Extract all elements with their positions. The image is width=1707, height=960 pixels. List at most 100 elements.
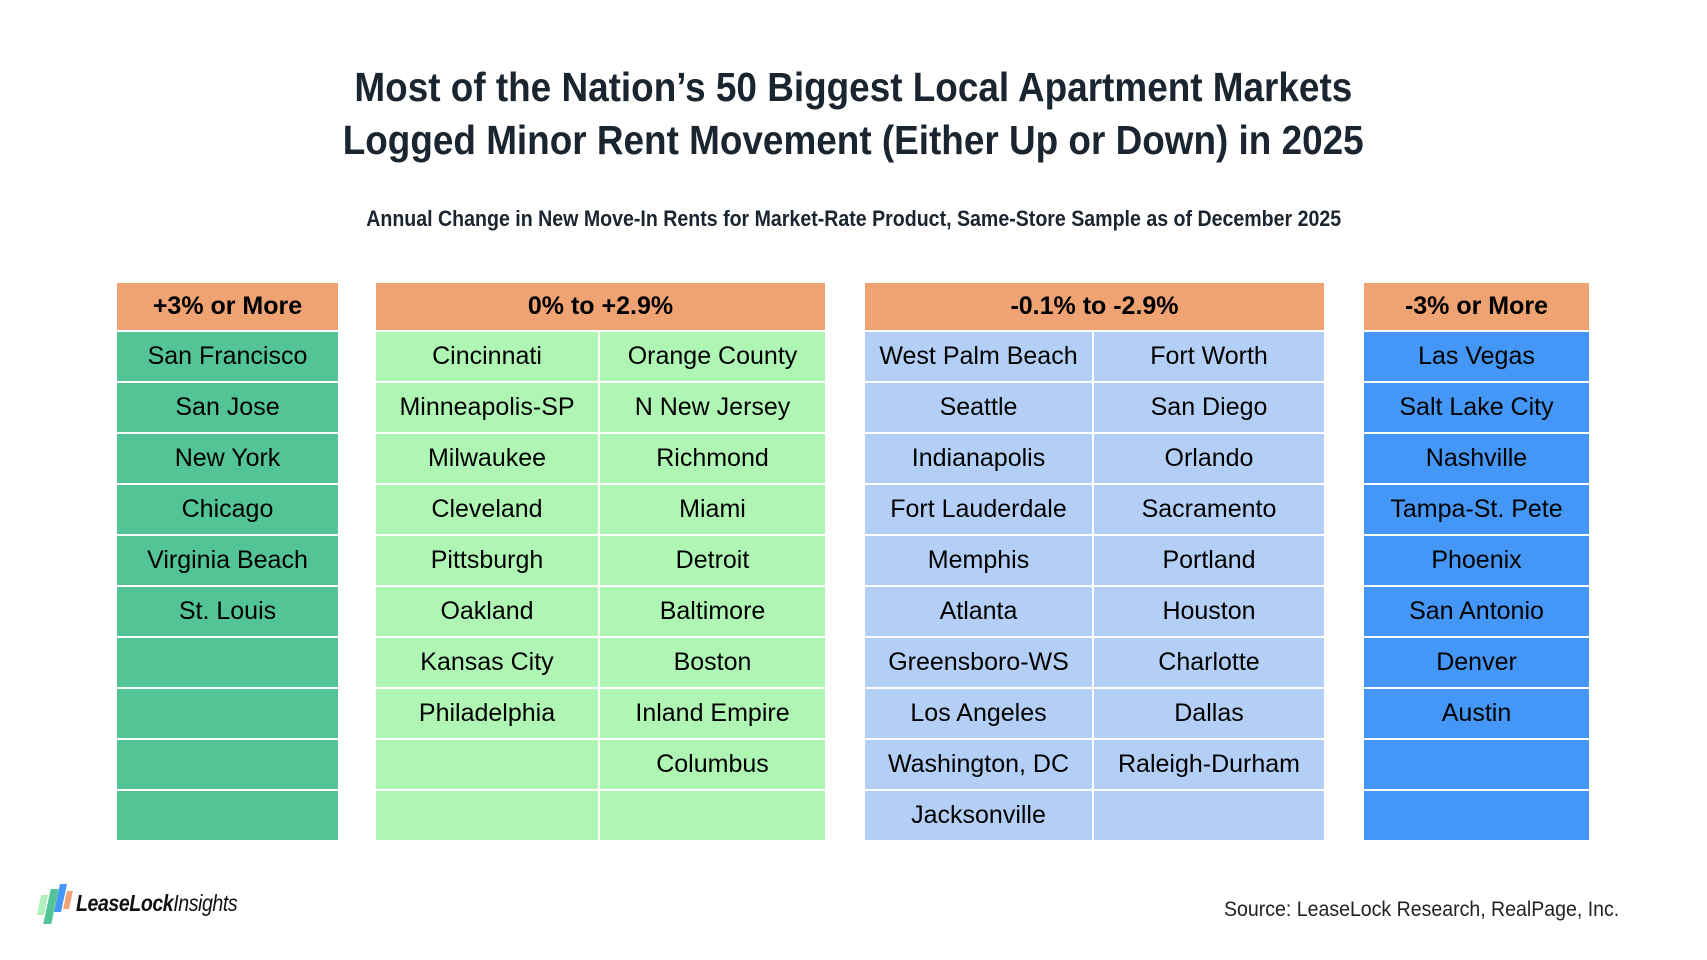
market-cell: Philadelphia [376,689,598,738]
table-row: Memphis Portland [865,534,1324,585]
table-row: Nashville [1364,432,1589,483]
market-cell: Orange County [598,332,825,381]
group-plus3-or-more: +3% or More San Francisco San Jose New Yor… [117,283,338,840]
table-row: Oakland Baltimore [376,585,825,636]
table-row: Cleveland Miami [376,483,825,534]
market-cell: Baltimore [598,587,825,636]
market-cell: Austin [1364,689,1589,738]
market-cell: Washington, DC [865,740,1092,789]
market-cell: Phoenix [1364,536,1589,585]
table-row [1364,789,1589,840]
market-cell: Greensboro-WS [865,638,1092,687]
market-cell [117,638,338,687]
market-cell: Los Angeles [865,689,1092,738]
market-cell: Oakland [376,587,598,636]
market-cell: Dallas [1092,689,1324,738]
market-cell: Orlando [1092,434,1324,483]
market-cell: Tampa-St. Pete [1364,485,1589,534]
market-cell: Salt Lake City [1364,383,1589,432]
market-cell: Seattle [865,383,1092,432]
market-cell: Las Vegas [1364,332,1589,381]
market-cell: Fort Lauderdale [865,485,1092,534]
market-cell: Milwaukee [376,434,598,483]
table-row: San Francisco [117,332,338,381]
market-cell: Minneapolis-SP [376,383,598,432]
group-minus0-1-to-minus2-9: -0.1% to -2.9% West Palm Beach Fort Worth… [865,283,1324,840]
market-cell: Charlotte [1092,638,1324,687]
table-row: St. Louis [117,585,338,636]
market-cell: N New Jersey [598,383,825,432]
table-row: Indianapolis Orlando [865,432,1324,483]
table-row: Cincinnati Orange County [376,332,825,381]
table-row: San Jose [117,381,338,432]
group-minus3-or-more: -3% or More Las Vegas Salt Lake City Nashv… [1364,283,1589,840]
group-rows: Las Vegas Salt Lake City Nashville Tampa-St… [1364,332,1589,840]
market-cell: New York [117,434,338,483]
subtitle-wrap: Annual Change in New Move-In Rents for M… [0,208,1707,231]
table-row: Pittsburgh Detroit [376,534,825,585]
table-row: Austin [1364,687,1589,738]
table-row: Phoenix [1364,534,1589,585]
table-row: Seattle San Diego [865,381,1324,432]
market-cell [1092,791,1324,840]
table-row: Philadelphia Inland Empire [376,687,825,738]
source-note: Source: LeaseLock Research, RealPage, In… [1224,898,1620,921]
market-cell: San Antonio [1364,587,1589,636]
group-rows: Cincinnati Orange County Minneapolis-SP N N… [376,332,825,840]
group-header: -0.1% to -2.9% [865,283,1324,332]
page-title-line-2: Logged Minor Rent Movement (Either Up or… [343,117,1364,163]
table-row: Virginia Beach [117,534,338,585]
market-cell: Fort Worth [1092,332,1324,381]
market-cell: Inland Empire [598,689,825,738]
market-cell: Atlanta [865,587,1092,636]
market-cell: Columbus [598,740,825,789]
table-row: Chicago [117,483,338,534]
market-cell [376,791,598,840]
market-cell [117,689,338,738]
market-cell: Sacramento [1092,485,1324,534]
market-cell: Indianapolis [865,434,1092,483]
table-row: San Antonio [1364,585,1589,636]
market-cell: Portland [1092,536,1324,585]
table-row: Salt Lake City [1364,381,1589,432]
table-row: Milwaukee Richmond [376,432,825,483]
market-cell: Chicago [117,485,338,534]
page-subtitle: Annual Change in New Move-In Rents for M… [366,206,1341,231]
table-row: Tampa-St. Pete [1364,483,1589,534]
market-cell: Raleigh-Durham [1092,740,1324,789]
logo-wordmark: LeaseLockInsights [76,889,238,917]
market-cell: West Palm Beach [865,332,1092,381]
market-cell: San Francisco [117,332,338,381]
title-line-1-wrap: Most of the Nation’s 50 Biggest Local Ap… [0,67,1707,108]
table-row: Fort Lauderdale Sacramento [865,483,1324,534]
table-row [1364,738,1589,789]
table-row: New York [117,432,338,483]
market-cell: Jacksonville [865,791,1092,840]
table-row: Minneapolis-SP N New Jersey [376,381,825,432]
table-row: West Palm Beach Fort Worth [865,332,1324,381]
table-row [117,789,338,840]
market-cell [117,791,338,840]
title-line-2-wrap: Logged Minor Rent Movement (Either Up or… [0,120,1707,161]
market-cell: Pittsburgh [376,536,598,585]
market-cell: Richmond [598,434,825,483]
market-cell [598,791,825,840]
group-rows: San Francisco San Jose New York Chicago Virg… [117,332,338,840]
logo-suffix: Insights [173,889,238,916]
market-cell: Virginia Beach [117,536,338,585]
market-cell: Memphis [865,536,1092,585]
table-row: Kansas City Boston [376,636,825,687]
market-cell: Boston [598,638,825,687]
market-cell: Detroit [598,536,825,585]
leaselock-bars-icon [34,880,74,926]
market-cell: St. Louis [117,587,338,636]
market-cell [1364,740,1589,789]
table-row [117,636,338,687]
market-cell: Houston [1092,587,1324,636]
market-cell: San Diego [1092,383,1324,432]
table-row [117,738,338,789]
market-cell [376,740,598,789]
table-row: Jacksonville [865,789,1324,840]
table-row: Atlanta Houston [865,585,1324,636]
market-cell [1364,791,1589,840]
